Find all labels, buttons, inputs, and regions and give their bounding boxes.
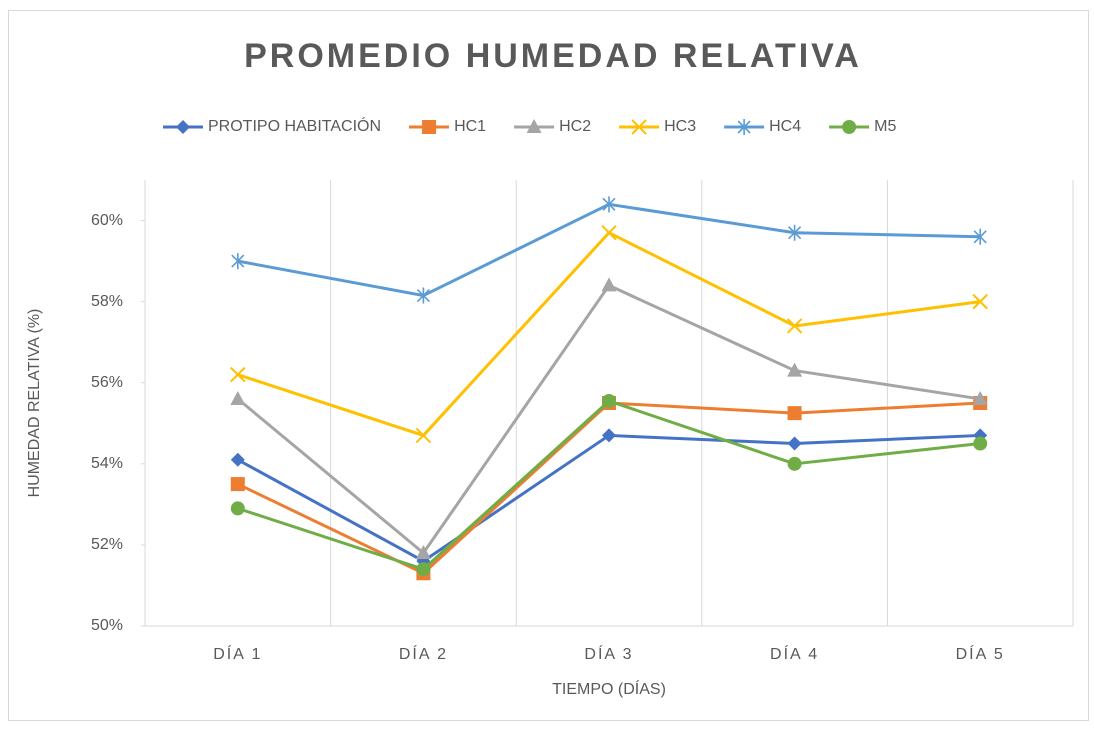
legend-label: HC1 xyxy=(454,118,486,135)
legend-label: HC3 xyxy=(664,118,696,135)
y-tick-label: 60% xyxy=(91,212,123,229)
marker xyxy=(842,120,857,134)
y-tick-label: 56% xyxy=(91,374,123,391)
y-tick-label: 50% xyxy=(91,617,123,634)
x-tick-label: DÍA 4 xyxy=(770,644,819,663)
marker xyxy=(602,196,616,213)
marker xyxy=(972,293,988,310)
marker xyxy=(972,390,988,405)
legend-label: HC4 xyxy=(769,118,801,135)
marker xyxy=(231,253,245,270)
marker xyxy=(176,120,190,134)
marker xyxy=(631,119,647,135)
marker xyxy=(602,428,616,443)
legend-item: HC2 xyxy=(514,118,591,135)
y-tick-label: 58% xyxy=(91,293,123,310)
y-tick-label: 52% xyxy=(91,536,123,553)
marker xyxy=(230,366,246,383)
chart-border xyxy=(8,10,1089,721)
marker xyxy=(787,406,802,421)
marker xyxy=(787,362,803,377)
marker xyxy=(416,562,431,577)
legend-label: HC2 xyxy=(559,118,591,135)
marker xyxy=(415,545,431,560)
x-tick-label: DÍA 3 xyxy=(584,644,633,663)
legend-item: M5 xyxy=(829,118,896,135)
marker xyxy=(601,277,617,292)
y-tick-label: 54% xyxy=(91,455,123,472)
y-axis-label: HUMEDAD RELATIVA (%) xyxy=(26,309,43,498)
legend-label: M5 xyxy=(874,118,896,135)
marker xyxy=(973,228,987,245)
legend-label: PROTIPO HABITACIÓN xyxy=(208,116,381,135)
marker xyxy=(786,318,803,334)
legend-item: HC4 xyxy=(724,118,801,135)
marker xyxy=(737,119,751,135)
legend-item: PROTIPO HABITACIÓN xyxy=(163,116,381,135)
x-tick-label: DÍA 1 xyxy=(213,644,262,663)
marker xyxy=(526,119,542,133)
legend-item: HC1 xyxy=(409,118,486,135)
marker xyxy=(230,390,246,405)
marker xyxy=(601,225,617,241)
marker xyxy=(230,452,245,467)
legend-item: HC3 xyxy=(619,118,696,135)
x-tick-label: DÍA 5 xyxy=(956,644,1005,663)
marker xyxy=(602,393,616,408)
marker xyxy=(788,224,802,241)
marker xyxy=(230,501,245,516)
chart-title: PROMEDIO HUMEDAD RELATIVA xyxy=(244,37,862,75)
marker xyxy=(787,456,802,471)
marker xyxy=(415,427,432,444)
marker xyxy=(973,436,988,451)
marker xyxy=(422,120,437,134)
x-tick-label: DÍA 2 xyxy=(399,644,448,663)
marker xyxy=(230,477,245,492)
marker xyxy=(787,436,802,451)
marker xyxy=(416,287,430,304)
x-axis-label: TIEMPO (DÍAS) xyxy=(552,679,666,698)
